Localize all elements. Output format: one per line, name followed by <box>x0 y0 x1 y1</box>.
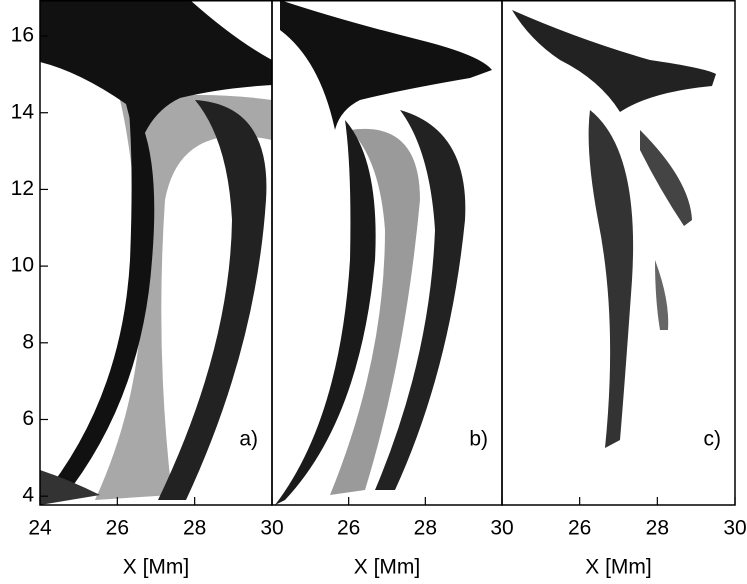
x-tick-label: 28 <box>414 517 437 540</box>
panel-label: c) <box>704 428 722 451</box>
x-tick-label: 26 <box>106 517 129 540</box>
density-image <box>275 0 492 505</box>
x-tick-label: 26 <box>568 517 591 540</box>
x-axis-label: X [Mm] <box>585 556 652 579</box>
x-tick-label: 28 <box>183 517 206 540</box>
y-tick-label: 4 <box>22 484 34 507</box>
density-image <box>512 10 716 448</box>
x-tick-label: 30 <box>260 517 283 540</box>
panel-label: a) <box>239 428 258 451</box>
density-image <box>40 0 272 505</box>
panel-frame <box>501 0 736 506</box>
y-tick-label: 16 <box>11 24 34 47</box>
x-axis-label: X [Mm] <box>123 556 190 579</box>
x-tick-label: 30 <box>723 517 746 540</box>
y-tick-label: 10 <box>11 254 34 277</box>
y-tick-label: 12 <box>11 177 34 200</box>
x-axis-label: X [Mm] <box>354 556 421 579</box>
x-tick-label: 24 <box>28 517 52 540</box>
panel-label: b) <box>469 428 488 451</box>
x-tick-label: 28 <box>646 517 669 540</box>
y-tick-label: 14 <box>11 100 35 123</box>
y-tick-label: 8 <box>22 330 34 353</box>
x-tick-label: 30 <box>490 517 513 540</box>
y-tick-label: 6 <box>22 407 34 430</box>
x-tick-label: 26 <box>337 517 360 540</box>
